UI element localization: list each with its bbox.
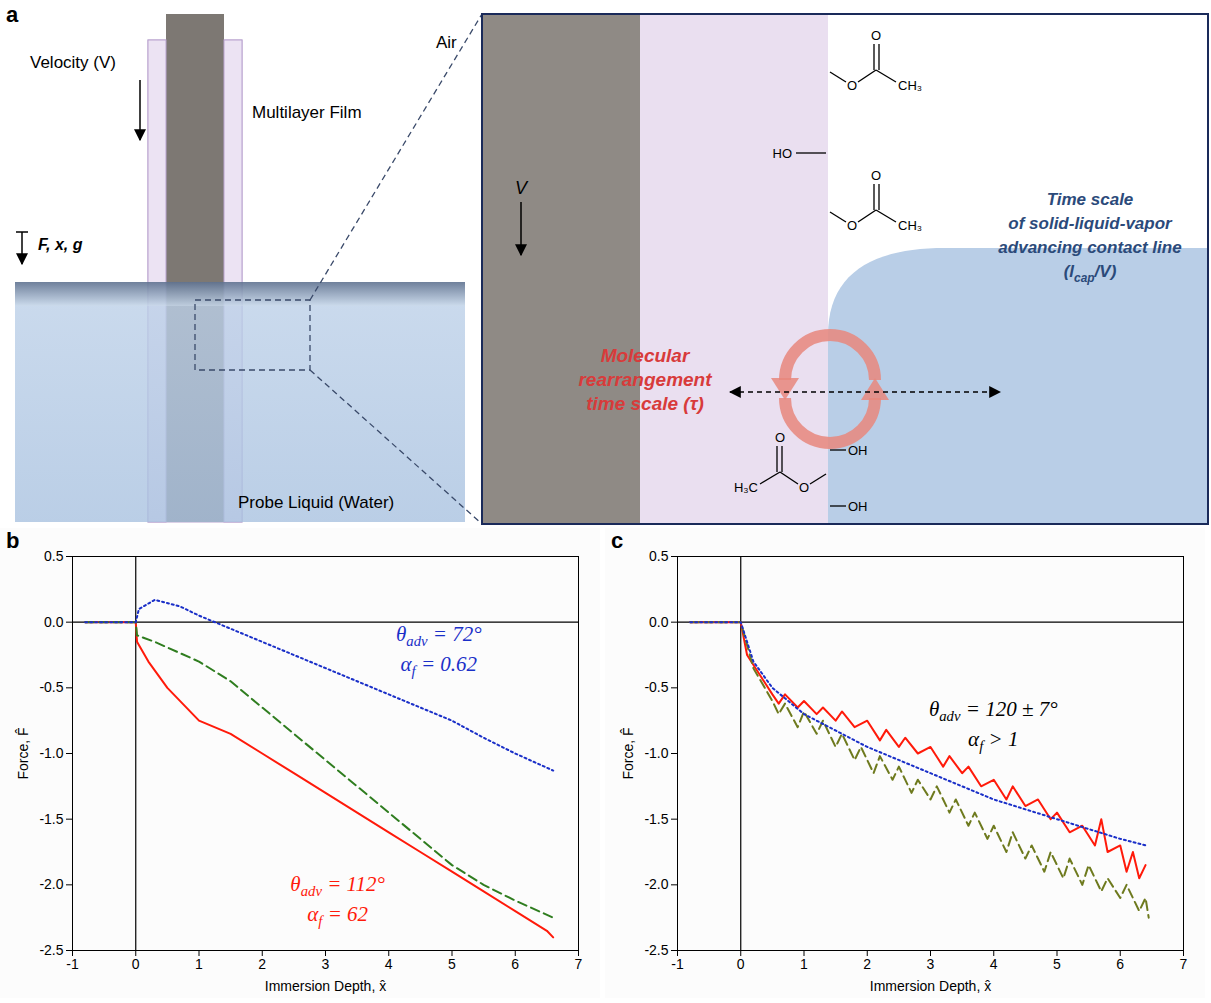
html-text:b: b [6, 528, 20, 553]
svg-text:αf = 62: αf = 62 [307, 902, 368, 929]
svg-text:Immersion Depth, x̂: Immersion Depth, x̂ [870, 978, 991, 994]
svg-text:0.5: 0.5 [649, 548, 669, 564]
svg-text:Multilayer Film: Multilayer Film [252, 103, 362, 122]
svg-text:2: 2 [863, 956, 871, 972]
html-text:c: c [611, 528, 624, 553]
svg-text:Air: Air [436, 33, 457, 52]
svg-text:5: 5 [1053, 956, 1061, 972]
svg-text:time scale (τ): time scale (τ) [586, 393, 704, 414]
svg-text:CH₃: CH₃ [898, 218, 922, 233]
svg-text:V: V [515, 178, 529, 198]
svg-text:O: O [799, 480, 809, 495]
svg-text:4: 4 [385, 956, 393, 972]
svg-text:O: O [871, 28, 881, 43]
svg-text:6: 6 [511, 956, 519, 972]
svg-text:Immersion Depth, x̂: Immersion Depth, x̂ [265, 978, 386, 994]
svg-text:0.0: 0.0 [649, 614, 669, 630]
svg-text:a: a [6, 2, 19, 27]
svg-text:O: O [775, 430, 785, 445]
svg-text:HO: HO [773, 146, 793, 161]
svg-text:OH: OH [848, 499, 868, 514]
svg-text:-2.0: -2.0 [644, 876, 668, 892]
svg-text:0: 0 [737, 956, 745, 972]
svg-text:-0.5: -0.5 [39, 679, 63, 695]
svg-text:θadv = 120 ± 7°: θadv = 120 ± 7° [929, 697, 1058, 724]
svg-text:-2.5: -2.5 [644, 942, 668, 958]
svg-text:5: 5 [448, 956, 456, 972]
svg-text:Time scale: Time scale [1047, 190, 1134, 209]
svg-text:4: 4 [990, 956, 998, 972]
svg-text:-1: -1 [671, 956, 684, 972]
svg-text:αf > 1: αf > 1 [968, 727, 1018, 754]
svg-text:3: 3 [322, 956, 330, 972]
svg-text:O: O [847, 218, 857, 233]
svg-text:θadv = 112°: θadv = 112° [290, 872, 385, 899]
svg-text:OH: OH [848, 443, 868, 458]
svg-text:1: 1 [195, 956, 203, 972]
svg-text:-1.0: -1.0 [644, 745, 668, 761]
svg-text:Velocity (V): Velocity (V) [30, 53, 116, 72]
svg-text:Molecular: Molecular [601, 345, 691, 366]
svg-text:(lcap/V): (lcap/V) [1064, 262, 1117, 285]
svg-text:F, x, g: F, x, g [38, 236, 83, 253]
svg-text:O: O [871, 168, 881, 183]
svg-text:6: 6 [1116, 956, 1124, 972]
svg-text:H₃C: H₃C [734, 480, 758, 495]
svg-text:-2.0: -2.0 [39, 876, 63, 892]
svg-text:-1.0: -1.0 [39, 745, 63, 761]
svg-text:3: 3 [927, 956, 935, 972]
svg-text:θadv = 72°: θadv = 72° [396, 622, 482, 649]
svg-text:-0.5: -0.5 [644, 679, 668, 695]
svg-text:advancing contact line: advancing contact line [998, 238, 1181, 257]
svg-text:7: 7 [575, 956, 583, 972]
svg-text:Force, F̂: Force, F̂ [15, 727, 31, 779]
svg-text:2: 2 [258, 956, 266, 972]
svg-text:rearrangement: rearrangement [578, 369, 712, 390]
svg-text:-2.5: -2.5 [39, 942, 63, 958]
svg-text:CH₃: CH₃ [898, 78, 922, 93]
svg-text:-1.5: -1.5 [644, 811, 668, 827]
svg-text:of solid-liquid-vapor: of solid-liquid-vapor [1008, 214, 1173, 233]
svg-text:-1.5: -1.5 [39, 811, 63, 827]
svg-text:Force, F̂: Force, F̂ [620, 727, 636, 779]
svg-text:0.5: 0.5 [44, 548, 64, 564]
svg-text:O: O [847, 78, 857, 93]
svg-text:0.0: 0.0 [44, 614, 64, 630]
svg-text:αf = 0.62: αf = 0.62 [401, 652, 478, 679]
svg-text:0: 0 [132, 956, 140, 972]
svg-text:7: 7 [1180, 956, 1188, 972]
svg-text:Probe Liquid (Water): Probe Liquid (Water) [238, 493, 394, 512]
svg-text:-1: -1 [66, 956, 79, 972]
svg-text:1: 1 [800, 956, 808, 972]
